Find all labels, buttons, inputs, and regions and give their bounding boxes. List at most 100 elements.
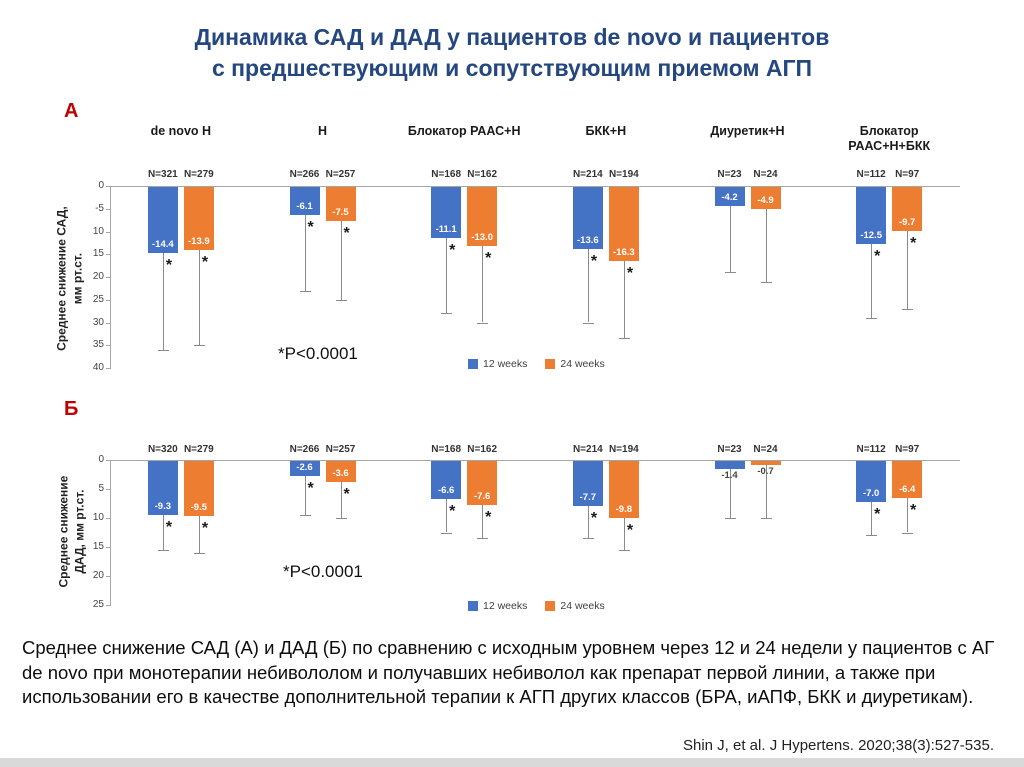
significance-asterisk: * xyxy=(449,503,456,521)
error-bar-line xyxy=(340,480,342,518)
axis-zero-line xyxy=(110,186,960,187)
bar-12-weeks xyxy=(714,187,745,207)
bar-24-weeks xyxy=(467,461,498,506)
y-tick-mark xyxy=(106,547,110,548)
bar-12-weeks xyxy=(289,187,320,215)
group-label: Блокатор РААС+Н+БКК xyxy=(848,124,931,153)
significance-asterisk: * xyxy=(874,247,881,265)
group-label: Диуретик+Н xyxy=(710,124,785,138)
title-line-2: с предшествующим и сопутствующим приемом… xyxy=(211,55,813,82)
error-bar-cap xyxy=(193,552,205,554)
bar-value-label: -7.5 xyxy=(332,207,349,219)
n-label: N=162 xyxy=(467,444,498,455)
error-bar-line xyxy=(871,500,873,536)
panel-b-label: Б xyxy=(64,398,79,420)
y-axis-line xyxy=(110,460,111,606)
n-label: N=162 xyxy=(467,169,498,180)
bar-value-label: -7.0 xyxy=(862,487,880,499)
y-axis-title-dbp: Среднее снижение ДАД, мм рт.ст. xyxy=(56,442,87,622)
error-bar-line xyxy=(623,260,625,339)
significance-asterisk: * xyxy=(626,265,634,283)
y-tick-label: 15 xyxy=(92,541,104,552)
error-bar-cap xyxy=(157,349,169,351)
bar-24-weeks xyxy=(608,461,639,518)
legend-label-24w: 24 weeks xyxy=(560,358,605,370)
significance-asterisk: * xyxy=(165,518,173,536)
bar-12-weeks xyxy=(289,461,320,477)
error-bar-cap xyxy=(477,322,489,324)
legend-b: 12 weeks 24 weeks xyxy=(468,600,605,612)
pvalue-note-a: *P<0.0001 xyxy=(278,344,358,363)
bar-value-label: -7.7 xyxy=(579,491,597,503)
n-label: N=23 xyxy=(717,444,742,455)
y-tick-mark xyxy=(106,518,110,519)
y-tick-label: 20 xyxy=(92,271,104,282)
chart-sbp: Среднее снижение САД, мм рт.ст. *P<0.000… xyxy=(40,112,990,412)
bar-12-weeks xyxy=(431,187,462,238)
group-label: БКК+Н xyxy=(585,124,627,138)
error-bar-line xyxy=(907,497,909,533)
error-bar-line xyxy=(482,504,484,539)
significance-asterisk: * xyxy=(485,509,492,527)
y-tick-label: 25 xyxy=(92,599,104,610)
n-label: N=24 xyxy=(753,444,778,455)
bar-value-label: -13.6 xyxy=(577,234,599,246)
error-bar-line xyxy=(162,251,164,350)
error-bar-cap xyxy=(441,532,453,534)
legend-item-24w: 24 weeks xyxy=(545,358,605,370)
legend-item-24w: 24 weeks xyxy=(545,600,605,612)
bar-24-weeks xyxy=(467,187,498,247)
n-label: N=321 xyxy=(147,169,178,180)
bar-value-label: -11.1 xyxy=(435,223,457,235)
error-bar-cap xyxy=(335,299,347,301)
error-bar-line xyxy=(907,230,909,309)
bar-12-weeks xyxy=(572,187,603,249)
legend-swatch-12w-icon xyxy=(468,359,478,369)
bar-24-weeks xyxy=(183,187,214,251)
bar-24-weeks xyxy=(325,187,356,222)
bar-value-label: -4.9 xyxy=(757,195,774,207)
error-bar-line xyxy=(729,468,731,518)
y-tick-mark xyxy=(106,186,110,187)
error-bar-cap xyxy=(866,535,878,537)
significance-asterisk: * xyxy=(910,502,917,520)
y-tick-label: 30 xyxy=(92,316,104,328)
y-tick-mark xyxy=(106,576,110,577)
error-bar-cap xyxy=(299,290,311,292)
y-tick-mark xyxy=(106,254,110,256)
n-label: N=257 xyxy=(325,169,356,180)
significance-asterisk: * xyxy=(449,241,456,259)
error-bar-line xyxy=(871,242,873,318)
bar-value-label: -7.6 xyxy=(473,491,491,503)
bar-24-weeks xyxy=(892,187,923,232)
y-tick-mark xyxy=(106,489,110,490)
group-label: Н xyxy=(317,124,328,138)
error-bar-line xyxy=(198,515,200,553)
y-axis-line xyxy=(110,186,111,369)
error-bar-line xyxy=(482,245,484,323)
bar-value-label: -13.0 xyxy=(471,232,493,244)
significance-asterisk: * xyxy=(874,505,881,523)
significance-asterisk: * xyxy=(590,252,598,270)
error-bar-line xyxy=(623,516,625,550)
y-tick-mark xyxy=(106,299,110,301)
bar-24-weeks xyxy=(750,187,781,210)
legend-item-12w: 12 weeks xyxy=(468,358,527,370)
error-bar-line xyxy=(765,208,767,282)
axis-zero-line xyxy=(110,460,960,461)
legend-item-12w: 12 weeks xyxy=(468,600,527,612)
bar-value-label: -1.4 xyxy=(721,470,738,482)
error-bar-cap xyxy=(477,538,489,540)
n-label: N=24 xyxy=(753,169,778,180)
y-tick-label: 0 xyxy=(98,180,104,191)
y-tick-mark xyxy=(106,460,110,461)
slide-title: Динамика САД и ДАД у пациентов de novo и… xyxy=(0,22,1024,84)
y-tick-mark xyxy=(106,277,110,278)
error-bar-cap xyxy=(902,308,914,310)
bar-value-label: -0.7 xyxy=(757,466,774,478)
n-label: N=168 xyxy=(431,444,462,455)
bar-value-label: -9.5 xyxy=(190,502,208,514)
bar-24-weeks xyxy=(892,461,923,499)
panel-a-label: А xyxy=(64,100,79,122)
